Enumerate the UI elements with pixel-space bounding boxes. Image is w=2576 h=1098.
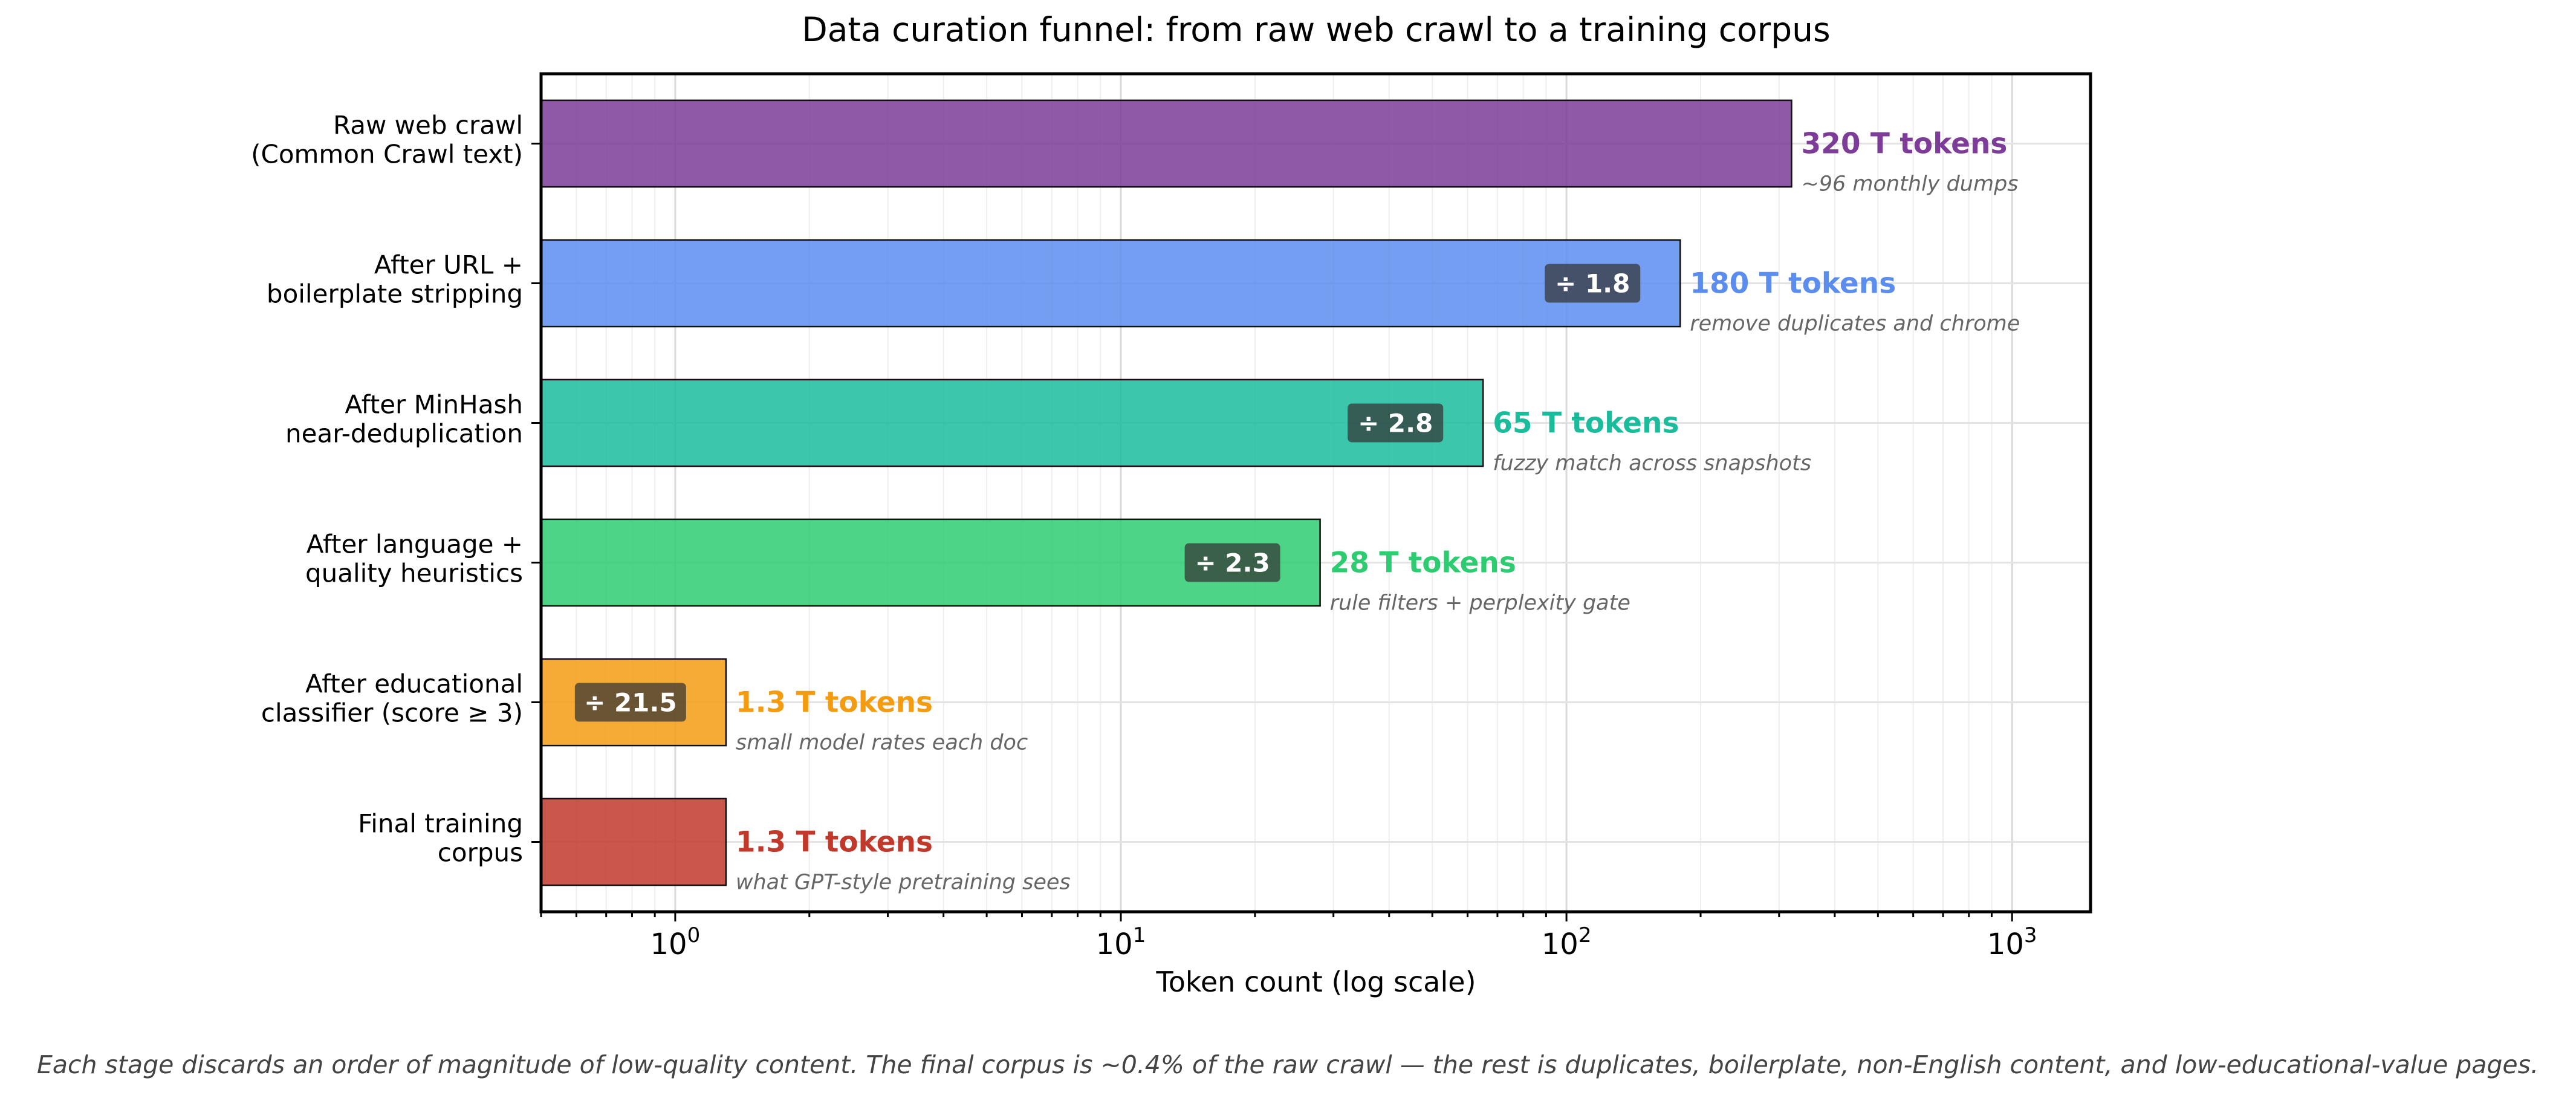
reduction-badge <box>1184 543 1280 582</box>
x-tick-label: 103 <box>1987 923 2037 961</box>
value-label: 1.3 T tokens <box>736 826 933 859</box>
grid <box>540 74 2091 912</box>
annotation-label: what GPT-style pretraining sees <box>736 871 1071 895</box>
value-label: 65 T tokens <box>1493 407 1679 440</box>
reduction-label: ÷ 1.8 <box>1555 269 1630 299</box>
category-label: boilerplate stripping <box>267 279 523 309</box>
category-label: After educational <box>305 669 523 699</box>
category-label: (Common Crawl text) <box>251 140 523 169</box>
value-label: 180 T tokens <box>1690 267 1896 300</box>
annotation-label: small model rates each doc <box>736 731 1028 755</box>
annotation-label: remove duplicates and chrome <box>1690 312 2020 336</box>
category-label: After language + <box>307 530 523 559</box>
x-axis-label: Token count (log scale) <box>1155 966 1476 998</box>
category-label: quality heuristics <box>305 559 523 588</box>
reduction-label: ÷ 2.3 <box>1195 548 1270 578</box>
value-label: 320 T tokens <box>1801 128 2007 161</box>
value-label: 28 T tokens <box>1330 547 1516 580</box>
category-label: Raw web crawl <box>333 111 523 140</box>
chart-title: Data curation funnel: from raw web crawl… <box>802 10 1830 49</box>
bars <box>540 99 1792 886</box>
category-label: After MinHash <box>345 390 523 420</box>
reduction-label: ÷ 21.5 <box>584 688 676 718</box>
category-label: near-deduplication <box>285 419 523 449</box>
x-tick-label: 102 <box>1542 923 1592 961</box>
axes: 100 101 102 103 Raw web crawl(Common Crawl t… <box>251 111 2037 962</box>
annotation-label: rule filters + perplexity gate <box>1330 591 1630 616</box>
category-label: corpus <box>438 838 523 868</box>
reduction-badge <box>574 683 686 722</box>
category-label: classifier (score ≥ 3) <box>261 698 523 728</box>
value-label: 1.3 T tokens <box>736 686 933 720</box>
bar <box>540 239 1681 328</box>
reduction-label: ÷ 2.8 <box>1358 409 1433 438</box>
x-tick-label: 100 <box>650 923 701 961</box>
plot-frame <box>539 72 2092 914</box>
reduction-badge <box>1545 264 1641 303</box>
bar-labels: 320 T tokens ~96 monthly dumps 180 T token… <box>574 128 2020 895</box>
bar <box>540 798 727 886</box>
category-label: After URL + <box>374 250 523 280</box>
annotation-label: fuzzy match across snapshots <box>1493 452 1811 476</box>
x-tick-label: 101 <box>1096 923 1146 961</box>
reduction-badge <box>1348 403 1444 443</box>
bar <box>540 378 1484 467</box>
category-label: Final training <box>358 809 523 839</box>
annotation-label: ~96 monthly dumps <box>1801 172 2018 197</box>
footnote: Each stage discards an order of magnitud… <box>37 1050 2539 1079</box>
bar <box>540 99 1792 188</box>
